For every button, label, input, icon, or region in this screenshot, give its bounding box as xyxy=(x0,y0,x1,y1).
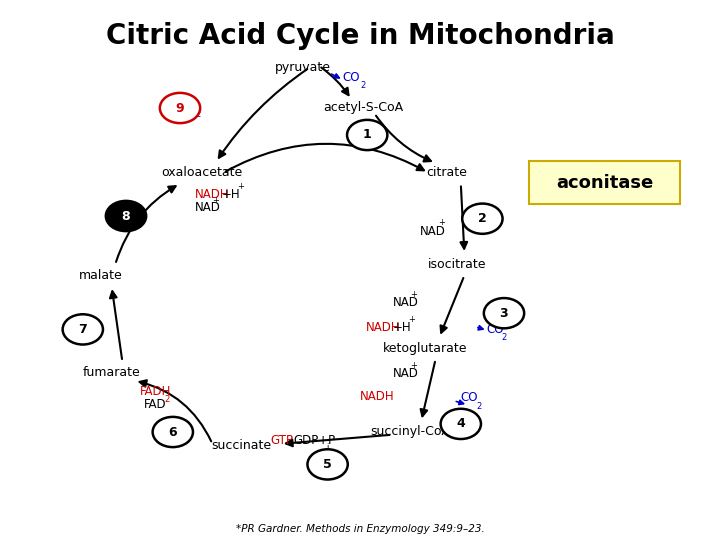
Circle shape xyxy=(347,120,387,150)
Text: +: + xyxy=(438,218,445,227)
Text: NADH: NADH xyxy=(194,188,229,201)
Text: 3: 3 xyxy=(500,307,508,320)
Text: 1: 1 xyxy=(363,129,372,141)
Text: +: + xyxy=(237,182,244,191)
Circle shape xyxy=(462,204,503,234)
Text: succinate: succinate xyxy=(211,439,271,452)
Text: 2: 2 xyxy=(360,81,365,90)
Text: NAD: NAD xyxy=(392,296,418,309)
Text: citrate: citrate xyxy=(426,166,467,179)
Text: oxaloacetate: oxaloacetate xyxy=(161,166,242,179)
Text: NAD: NAD xyxy=(392,367,418,380)
Circle shape xyxy=(484,298,524,328)
FancyBboxPatch shape xyxy=(529,161,680,204)
Text: GTP: GTP xyxy=(270,434,293,447)
Text: FADH: FADH xyxy=(140,385,171,398)
Text: aconitase: aconitase xyxy=(556,173,654,192)
Text: fumarate: fumarate xyxy=(83,366,140,379)
Circle shape xyxy=(106,201,146,231)
Text: FAD: FAD xyxy=(144,399,166,411)
Text: +: + xyxy=(410,361,418,370)
Text: +: + xyxy=(408,315,415,324)
Circle shape xyxy=(153,417,193,447)
Text: +: + xyxy=(410,290,418,299)
Text: 2: 2 xyxy=(196,110,201,119)
Text: CO: CO xyxy=(180,100,197,113)
Text: CO: CO xyxy=(486,323,503,336)
Text: +: + xyxy=(212,195,220,205)
Text: NADH: NADH xyxy=(360,390,395,403)
Text: 6: 6 xyxy=(168,426,177,438)
Text: 5: 5 xyxy=(323,458,332,471)
Text: ketoglutarate: ketoglutarate xyxy=(382,342,467,355)
Text: 4: 4 xyxy=(456,417,465,430)
Text: 8: 8 xyxy=(122,210,130,222)
Text: NADH: NADH xyxy=(366,321,400,334)
Text: CO: CO xyxy=(342,71,359,84)
Text: 2: 2 xyxy=(164,395,169,404)
Text: 7: 7 xyxy=(78,323,87,336)
Text: malate: malate xyxy=(79,269,122,282)
Text: 9: 9 xyxy=(176,102,184,114)
Text: Citric Acid Cycle in Mitochondria: Citric Acid Cycle in Mitochondria xyxy=(106,22,614,50)
Text: isocitrate: isocitrate xyxy=(428,258,487,271)
Text: 2: 2 xyxy=(477,402,482,411)
Text: succinyl-CoA: succinyl-CoA xyxy=(370,426,451,438)
Text: 2: 2 xyxy=(502,333,507,342)
Circle shape xyxy=(160,93,200,123)
Text: acetyl-S-CoA: acetyl-S-CoA xyxy=(323,102,404,114)
Text: *PR Gardner. Methods in Enzymology 349:9–23.: *PR Gardner. Methods in Enzymology 349:9… xyxy=(235,523,485,534)
Text: 2: 2 xyxy=(478,212,487,225)
Text: pyruvate: pyruvate xyxy=(274,61,330,74)
Text: +H: +H xyxy=(222,188,240,201)
Circle shape xyxy=(441,409,481,439)
Circle shape xyxy=(307,449,348,480)
Text: +H: +H xyxy=(393,321,412,334)
Text: NAD: NAD xyxy=(420,225,446,238)
Text: GDP+P: GDP+P xyxy=(294,434,336,447)
Text: CO: CO xyxy=(461,392,478,404)
Text: i: i xyxy=(326,443,328,453)
Text: NAD: NAD xyxy=(194,201,220,214)
Circle shape xyxy=(63,314,103,345)
